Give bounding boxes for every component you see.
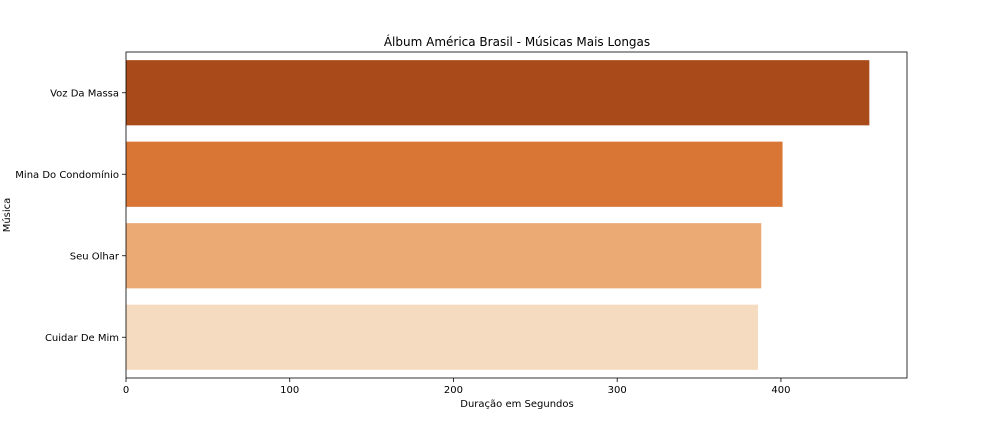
x-axis-label: Duração em Segundos — [460, 399, 573, 410]
y-tick-label-0: Voz Da Massa — [50, 88, 119, 99]
bar-3 — [126, 304, 759, 370]
y-tick-label-3: Cuidar De Mim — [45, 333, 119, 344]
x-axis: 0 100 200 300 400 — [123, 378, 790, 396]
plot-frame — [125, 51, 908, 379]
y-tick-label-1: Mina Do Condomínio — [15, 169, 119, 181]
x-tick-label-1: 100 — [280, 385, 299, 396]
y-axis-label: Música — [1, 198, 13, 233]
x-tick-label-3: 300 — [608, 385, 627, 396]
x-tick-label-4: 400 — [771, 385, 790, 396]
x-tick-label-2: 200 — [444, 385, 463, 396]
bar-2 — [126, 223, 762, 289]
chart-title: Álbum América Brasil - Músicas Mais Long… — [384, 34, 650, 49]
bar-1 — [126, 141, 783, 207]
bar-0 — [126, 60, 870, 126]
y-axis: Voz Da Massa Mina Do Condomínio Seu Olhar C… — [15, 88, 126, 344]
y-tick-label-2: Seu Olhar — [70, 251, 120, 262]
x-tick-label-0: 0 — [123, 385, 129, 396]
bars-group — [126, 60, 870, 370]
